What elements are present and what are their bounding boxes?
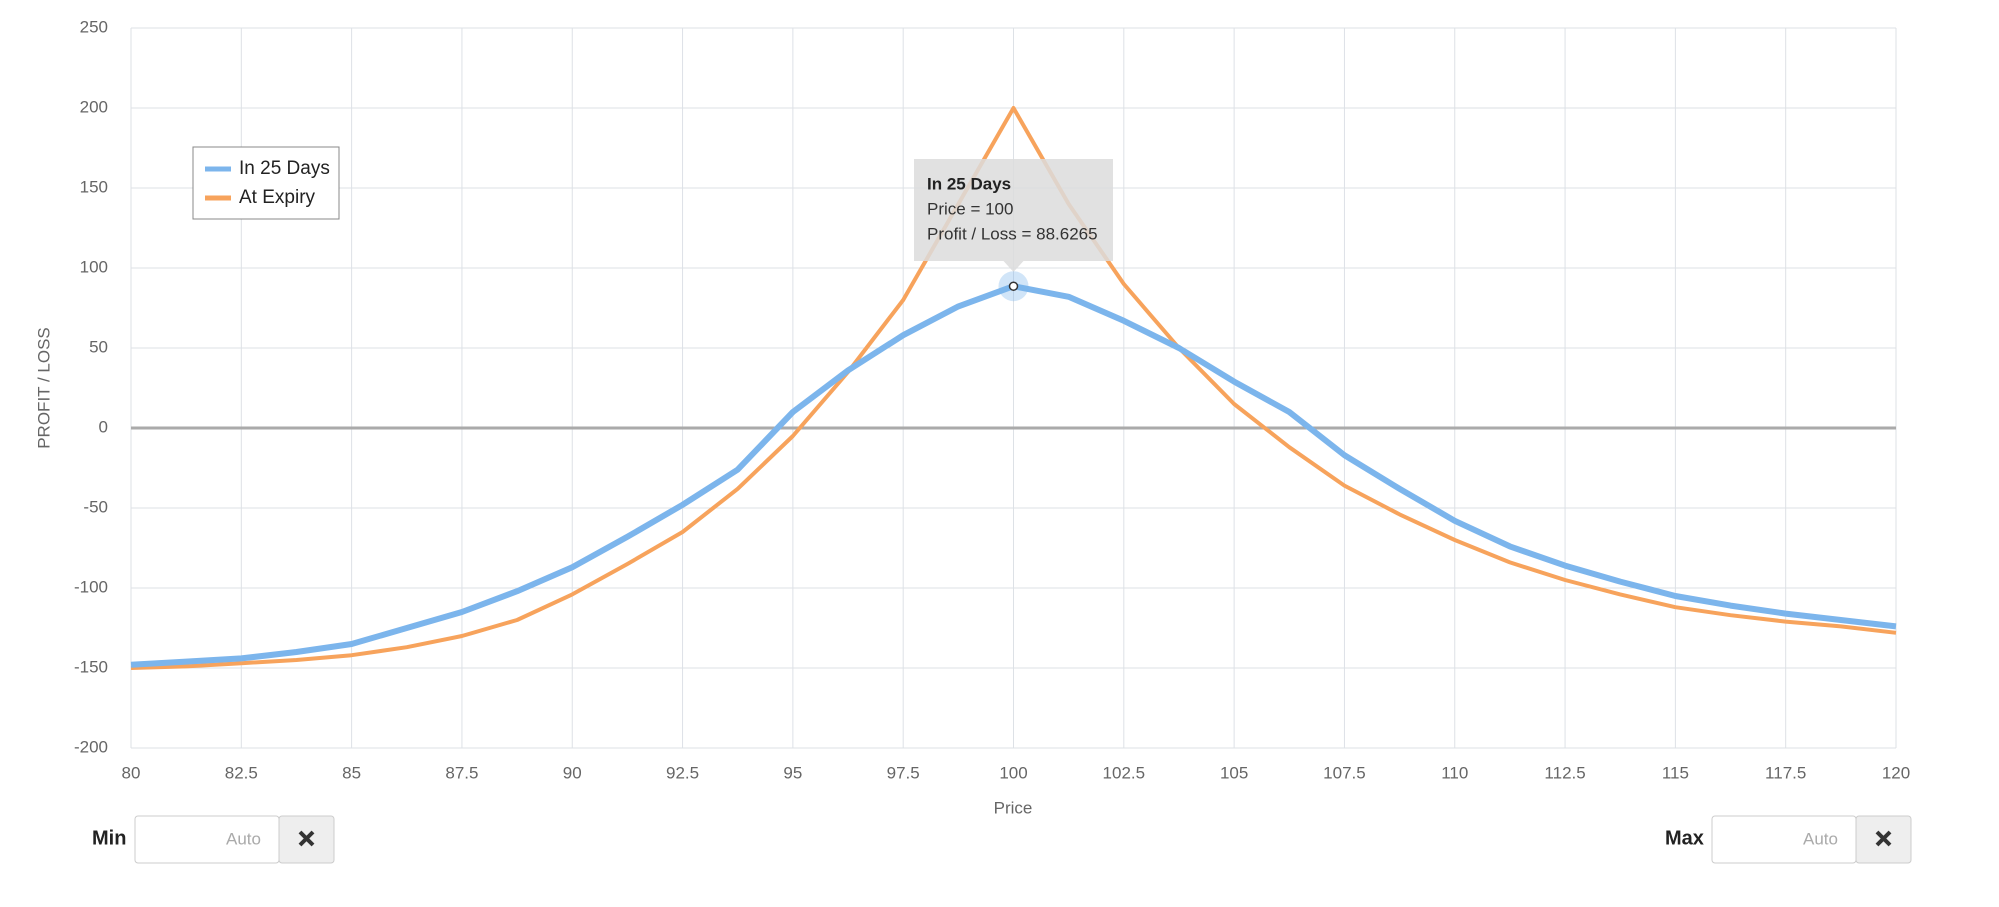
y-tick-label: 50 [89, 337, 108, 356]
legend-box [192, 146, 340, 220]
x-tick-label: 112.5 [1544, 763, 1585, 782]
x-tick-label: 87.5 [445, 763, 478, 782]
x-tick-label: 117.5 [1765, 763, 1806, 782]
x-axis-label: Price [994, 798, 1033, 817]
x-tick-label: 120 [1882, 763, 1910, 782]
x-tick-label: 105 [1220, 763, 1248, 782]
clear-icon [1875, 830, 1892, 847]
min-label: Min [92, 827, 126, 849]
x-tick-label: 80 [122, 763, 141, 782]
clear-icon [298, 830, 315, 847]
x-tick-label: 85 [342, 763, 361, 782]
x-tick-label: 82.5 [225, 763, 258, 782]
y-tick-label: 0 [99, 417, 108, 436]
y-tick-label: -100 [74, 577, 108, 596]
legend-label: In 25 Days [239, 158, 330, 179]
y-tick-label: 150 [80, 177, 108, 196]
x-tick-label: 92.5 [666, 763, 699, 782]
y-axis-label: PROFIT / LOSS [34, 327, 53, 449]
tooltip-pointer [1003, 261, 1024, 272]
x-tick-label: 95 [783, 763, 802, 782]
x-tick-label: 90 [563, 763, 582, 782]
tooltip-box [914, 159, 1113, 261]
y-tick-label: 200 [80, 97, 108, 116]
x-tick-label: 110 [1441, 763, 1468, 782]
x-tick-label: 100 [999, 763, 1027, 782]
x-tick-label: 97.5 [887, 763, 920, 782]
y-tick-label: -50 [83, 497, 108, 516]
min-placeholder: Auto [226, 829, 261, 848]
hover-point [1008, 281, 1019, 291]
max-label: Max [1665, 827, 1704, 849]
x-tick-label: 102.5 [1103, 763, 1146, 782]
tooltip-title: In 25 Days [927, 174, 1011, 193]
y-tick-label: 250 [80, 17, 108, 36]
x-tick-label: 107.5 [1323, 763, 1366, 782]
y-tick-label: -200 [74, 737, 108, 756]
tooltip-line: Profit / Loss = 88.6265 [927, 224, 1098, 243]
max-placeholder: Auto [1803, 829, 1838, 848]
y-tick-label: -150 [74, 657, 108, 676]
tooltip-line: Price = 100 [927, 199, 1013, 218]
x-tick-label: 115 [1662, 763, 1689, 782]
legend-label: At Expiry [239, 187, 316, 208]
line-series [130, 106, 1897, 670]
y-tick-label: 100 [80, 257, 108, 276]
